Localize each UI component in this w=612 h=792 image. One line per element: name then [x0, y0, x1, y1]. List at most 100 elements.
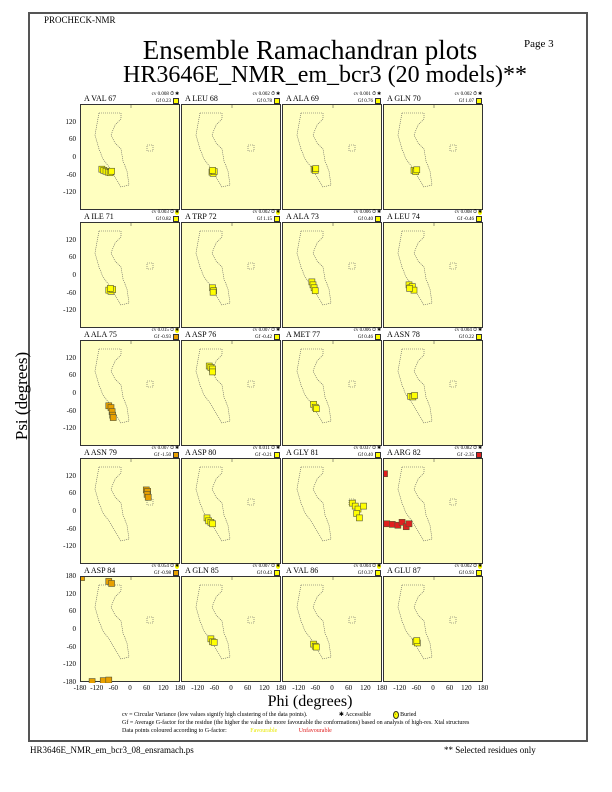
panel-label: A ASP 84	[84, 566, 116, 575]
data-point	[312, 165, 320, 172]
buried-icon: ✱	[478, 564, 482, 569]
panel-plot	[94, 105, 154, 188]
cv-value: cv 0.006	[353, 328, 371, 333]
gf-color-swatch	[173, 452, 179, 458]
panel-info: cv 0.006 ⏱ ✱ Gf 0.40	[353, 210, 381, 223]
y-axis-label: Psi (degrees)	[12, 351, 31, 441]
x-tick-label: 120	[360, 684, 371, 692]
panel-info: cv 0.002 ⏱ ✱ Gf 1.15	[252, 210, 280, 223]
ramachandran-panel	[80, 104, 180, 210]
data-point	[313, 405, 320, 413]
y-tick-label: 120	[65, 471, 77, 480]
cv-value: cv 0.008	[454, 210, 472, 215]
y-tick-label: -180	[63, 678, 76, 686]
panel-info: cv 0.008 ⏱ ✱ Gf 0.23	[151, 92, 179, 105]
gf-color-swatch	[173, 98, 179, 104]
y-tick-label: 60	[69, 371, 76, 380]
favourable-label: Favourable	[250, 728, 278, 734]
gf-color-swatch	[173, 570, 179, 576]
allowed-region	[296, 230, 356, 306]
gf-value: Gf 0.82	[155, 217, 171, 223]
page-title: Ensemble Ramachandran plots	[142, 35, 478, 65]
panel-label: A ASP 76	[185, 330, 217, 339]
y-tick-label: 120	[65, 589, 77, 598]
panel-label: A TRP 72	[185, 212, 217, 221]
panel-label: A MET 77	[286, 330, 321, 339]
panel-label: A LEU 74	[387, 212, 420, 221]
panel-label: A GLY 81	[286, 448, 319, 457]
x-tick-label: 120	[461, 684, 472, 692]
data-point	[405, 520, 413, 528]
y-tick-label: 60	[69, 253, 76, 262]
x-tick-label: 0	[330, 684, 334, 692]
allowed-region	[296, 584, 356, 660]
plot-frame: Page 3 Ensemble Ramachandran plots HR364…	[12, 12, 588, 742]
panel-info: cv 0.003 ⏱ ✱ Gf 0.82	[151, 210, 179, 223]
allowed-region	[296, 112, 356, 188]
x-tick-label: -120	[90, 684, 104, 692]
allowed-region	[397, 348, 457, 424]
ramachandran-panel	[282, 458, 382, 564]
panel-info: cv 0.001 ⏱ ✱ Gf 0.76	[353, 92, 381, 105]
y-tick-label: 60	[69, 607, 76, 616]
accessible-icon: ✱	[377, 92, 381, 97]
panel-info: cv 0.007 ⏱ ✱ Gf 0.43	[252, 564, 280, 577]
cv-value: cv 0.004	[454, 328, 472, 333]
x-tick-label: 180	[174, 684, 186, 692]
gf-color-swatch	[375, 98, 381, 104]
allowed-region	[94, 466, 154, 542]
buried-icon: ✱	[276, 210, 280, 215]
gf-color-swatch	[476, 216, 482, 222]
gf-value: Gf 0.43	[256, 571, 272, 577]
panel-label: A ALA 73	[286, 212, 319, 221]
data-point	[99, 677, 107, 684]
ramachandran-panel	[282, 576, 382, 682]
data-point	[389, 521, 396, 528]
gf-color-swatch	[375, 216, 381, 222]
panel-info: cv 0.008 ⏱ ✱ Gf -0.46	[454, 210, 482, 223]
x-tick-label: 60	[244, 684, 252, 692]
panel-label: A GLN 70	[387, 94, 421, 103]
data-point	[411, 392, 418, 399]
panel-plot	[94, 341, 154, 424]
y-tick-label: -120	[63, 542, 76, 551]
ramachandran-panel	[282, 104, 382, 210]
x-tick-label: -180	[73, 684, 87, 692]
data-point	[311, 287, 319, 295]
y-tick-label: -120	[63, 306, 76, 315]
cv-text: cv = Circular Variance (low values signi…	[122, 712, 308, 718]
allowed-region	[195, 112, 255, 188]
panel-info: cv 0.015 ⏱ ✱ Gf -0.93	[151, 328, 179, 341]
x-tick-label: 60	[345, 684, 353, 692]
panel-plot	[397, 341, 457, 424]
x-tick-label: 0	[229, 684, 233, 692]
x-tick-label: 60	[143, 684, 151, 692]
data-point	[413, 637, 421, 644]
gf-value: Gf -0.21	[255, 453, 272, 459]
x-tick-label: -120	[393, 684, 407, 692]
x-tick-label: -120	[292, 684, 306, 692]
y-tick-label: 120	[65, 117, 77, 126]
page-number: Page 3	[524, 38, 554, 50]
x-tick-label: 60	[446, 684, 454, 692]
allowed-region	[195, 348, 255, 424]
footer-note: ** Selected residues only	[444, 745, 536, 755]
panel-info: cv 0.007 ⏱ ✱ Gf -0.42	[252, 328, 280, 341]
panel-plot	[195, 341, 255, 424]
gf-color-swatch	[476, 334, 482, 340]
panel-label: A ILE 71	[84, 212, 114, 221]
allowed-region	[94, 230, 154, 306]
footer-filename: HR3646E_NMR_em_bcr3_08_ensramach.ps	[30, 745, 194, 755]
cv-value: cv 0.007	[252, 564, 270, 569]
data-point	[210, 639, 218, 646]
y-tick-label: -120	[63, 660, 76, 669]
gf-value: Gf 1.07	[458, 99, 474, 105]
panel-label: A ALA 69	[286, 94, 319, 103]
y-tick-label: 60	[69, 135, 76, 144]
panel-plot	[94, 459, 154, 542]
x-axis-label: Phi (degrees)	[267, 693, 353, 710]
x-tick-label: 120	[259, 684, 270, 692]
gf-value: Gf 0.93	[458, 571, 474, 577]
x-tick-label: -60	[411, 684, 421, 692]
x-tick-label: 180	[477, 684, 489, 692]
